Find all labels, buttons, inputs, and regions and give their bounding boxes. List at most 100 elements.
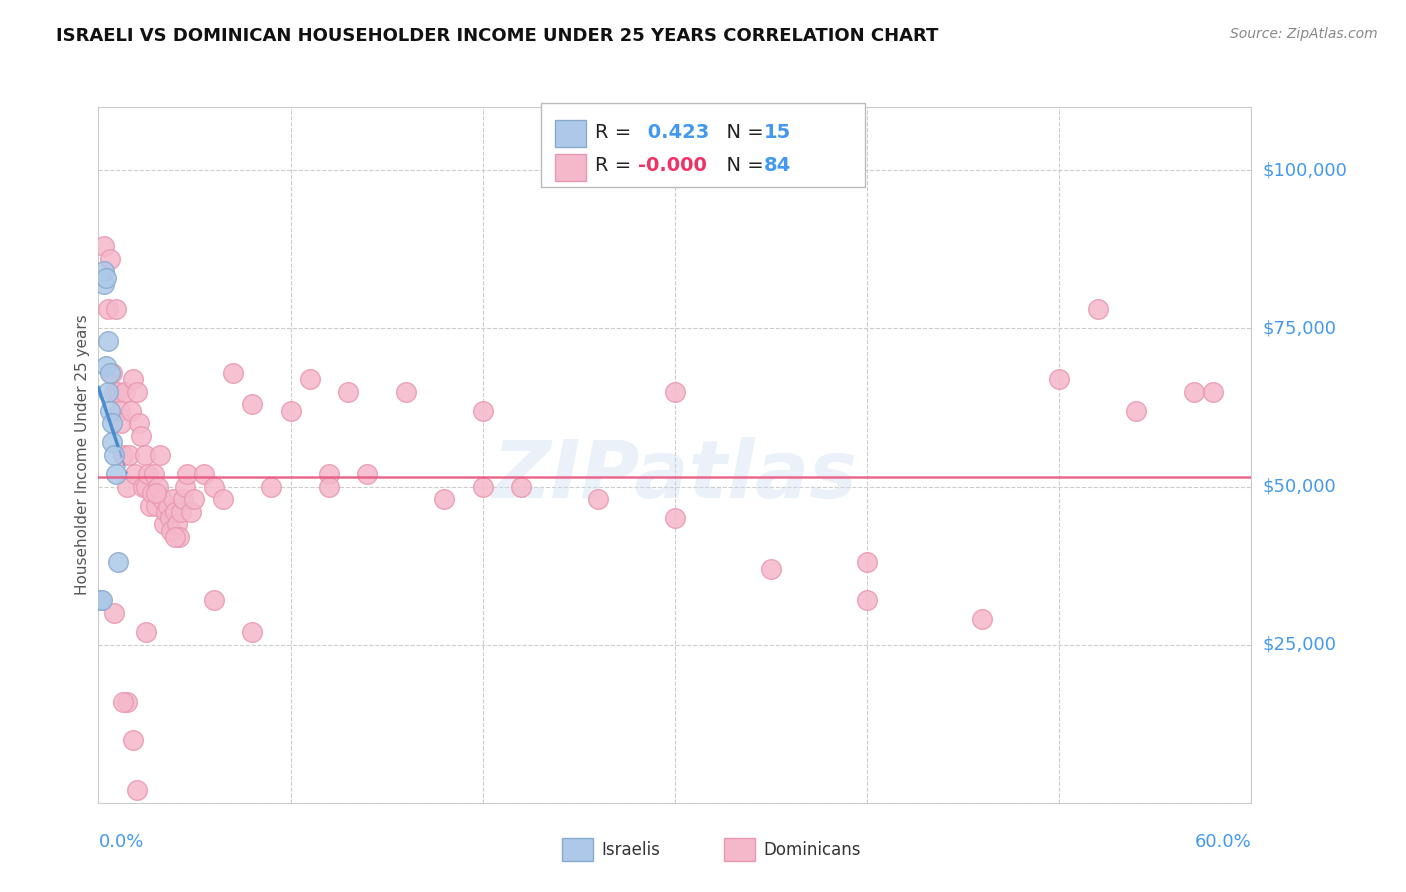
- Text: Israelis: Israelis: [602, 840, 661, 859]
- Text: 0.423: 0.423: [641, 122, 710, 142]
- Point: [101, 417, 124, 431]
- Point: [202, 593, 225, 607]
- Point: [97, 384, 120, 399]
- Point: [125, 384, 148, 399]
- Point: [107, 556, 129, 570]
- Point: [97, 334, 120, 348]
- Text: 15: 15: [763, 122, 790, 142]
- Point: [318, 467, 340, 481]
- Text: N =: N =: [714, 122, 770, 142]
- Point: [150, 492, 173, 507]
- Text: 0.0%: 0.0%: [98, 833, 143, 851]
- Point: [93, 239, 115, 253]
- Point: [856, 593, 879, 607]
- Text: ZIPatlas: ZIPatlas: [492, 437, 858, 515]
- Point: [120, 403, 142, 417]
- Point: [93, 264, 115, 278]
- Point: [134, 448, 156, 462]
- Point: [101, 435, 124, 450]
- Point: [160, 524, 183, 538]
- Point: [433, 492, 456, 507]
- Point: [103, 448, 125, 462]
- Point: [280, 403, 302, 417]
- Point: [165, 505, 187, 519]
- Point: [298, 372, 321, 386]
- Point: [110, 417, 132, 431]
- Point: [337, 384, 360, 399]
- Point: [664, 511, 686, 525]
- Point: [759, 562, 782, 576]
- Point: [1202, 384, 1225, 399]
- Point: [143, 467, 166, 481]
- Point: [165, 530, 187, 544]
- Point: [125, 783, 148, 797]
- Point: [145, 499, 167, 513]
- Point: [155, 505, 177, 519]
- Point: [122, 372, 145, 386]
- Point: [118, 448, 141, 462]
- Point: [260, 479, 283, 493]
- Text: Source: ZipAtlas.com: Source: ZipAtlas.com: [1230, 27, 1378, 41]
- Point: [139, 499, 162, 513]
- Point: [167, 530, 190, 544]
- Point: [193, 467, 215, 481]
- Point: [117, 695, 138, 709]
- Point: [586, 492, 609, 507]
- Point: [89, 593, 111, 607]
- Point: [166, 517, 188, 532]
- Point: [97, 302, 120, 317]
- Point: [1087, 302, 1109, 317]
- Text: 60.0%: 60.0%: [1195, 833, 1251, 851]
- Point: [145, 486, 167, 500]
- Point: [146, 479, 169, 493]
- Point: [135, 479, 157, 493]
- Point: [170, 505, 193, 519]
- Point: [114, 384, 136, 399]
- Point: [471, 479, 494, 493]
- Point: [108, 403, 131, 417]
- Point: [138, 467, 160, 481]
- Point: [183, 492, 205, 507]
- Text: $50,000: $50,000: [1263, 477, 1336, 496]
- Point: [135, 625, 157, 640]
- Point: [112, 448, 135, 462]
- Point: [156, 499, 179, 513]
- Text: Dominicans: Dominicans: [763, 840, 860, 859]
- Point: [174, 479, 197, 493]
- Point: [172, 492, 194, 507]
- Point: [112, 695, 135, 709]
- Point: [152, 517, 174, 532]
- Point: [93, 277, 115, 292]
- Point: [1125, 403, 1147, 417]
- Point: [856, 556, 879, 570]
- Point: [98, 403, 121, 417]
- Point: [202, 479, 225, 493]
- Text: -0.000: -0.000: [638, 156, 707, 176]
- Point: [103, 384, 125, 399]
- Point: [104, 467, 127, 481]
- Point: [128, 417, 150, 431]
- Text: R =: R =: [595, 122, 637, 142]
- Point: [159, 511, 181, 525]
- Point: [124, 467, 146, 481]
- Point: [972, 612, 994, 626]
- Point: [104, 302, 127, 317]
- Text: 84: 84: [763, 156, 790, 176]
- Point: [180, 505, 202, 519]
- Point: [510, 479, 533, 493]
- Point: [129, 429, 152, 443]
- Point: [131, 479, 153, 493]
- Point: [98, 252, 121, 266]
- Point: [141, 486, 163, 500]
- Point: [356, 467, 378, 481]
- Point: [222, 366, 245, 380]
- Point: [212, 492, 235, 507]
- Text: N =: N =: [714, 156, 770, 176]
- Point: [162, 492, 184, 507]
- Point: [471, 403, 494, 417]
- Point: [117, 479, 138, 493]
- Point: [664, 384, 686, 399]
- Point: [318, 479, 340, 493]
- Point: [103, 606, 125, 620]
- Point: [94, 359, 117, 374]
